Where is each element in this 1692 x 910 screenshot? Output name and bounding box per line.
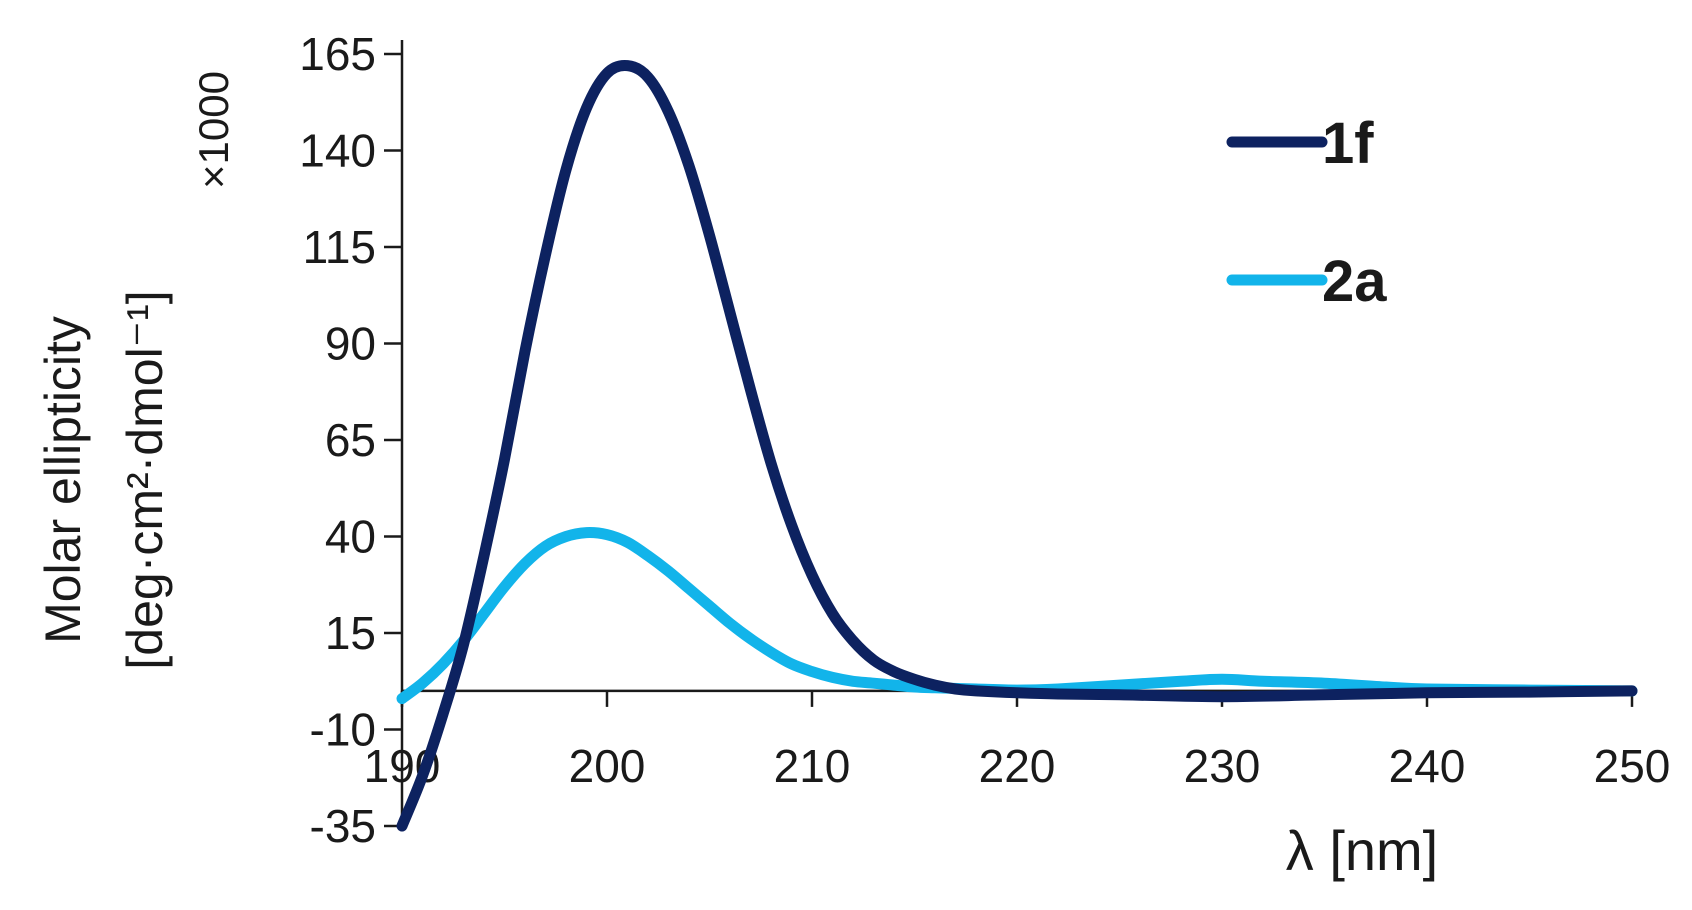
y-tick-label: 40 <box>325 511 376 563</box>
legend-label-2a: 2a <box>1322 249 1387 314</box>
x-tick-label: 240 <box>1389 740 1466 792</box>
x-tick-label: 220 <box>979 740 1056 792</box>
x-tick-label: 200 <box>569 740 646 792</box>
series-line-1f <box>396 59 1638 832</box>
x-tick-label: 250 <box>1594 740 1671 792</box>
y-tick-label: 90 <box>325 318 376 370</box>
y-tick-label: -10 <box>310 704 376 756</box>
y-tick-label: 15 <box>325 607 376 659</box>
y-multiplier-label: ×1000 <box>190 71 237 189</box>
x-tick-group: 190 200 210 220 230 240 250 <box>364 690 1671 792</box>
y-tick-label: -35 <box>310 800 376 852</box>
axes <box>400 40 1632 826</box>
series-line-2a <box>396 527 1638 705</box>
y-tick-label: 65 <box>325 414 376 466</box>
series-group <box>396 59 1638 832</box>
legend: 1f 2a <box>1226 111 1387 314</box>
y-axis-label-line1: Molar ellipticity <box>35 316 91 644</box>
x-tick-label: 230 <box>1184 740 1261 792</box>
y-tick-label: 165 <box>299 28 376 80</box>
x-axis-label: λ [nm] <box>1286 819 1438 882</box>
y-tick-label: 140 <box>299 125 376 177</box>
y-axis-label-line2: [deg·cm²·dmol⁻¹] <box>117 290 173 669</box>
y-tick-group: 165 140 115 90 65 40 15 -10 -35 <box>299 28 402 852</box>
x-tick-label: 210 <box>774 740 851 792</box>
y-tick-label: 115 <box>303 221 376 273</box>
legend-label-1f: 1f <box>1322 111 1374 176</box>
